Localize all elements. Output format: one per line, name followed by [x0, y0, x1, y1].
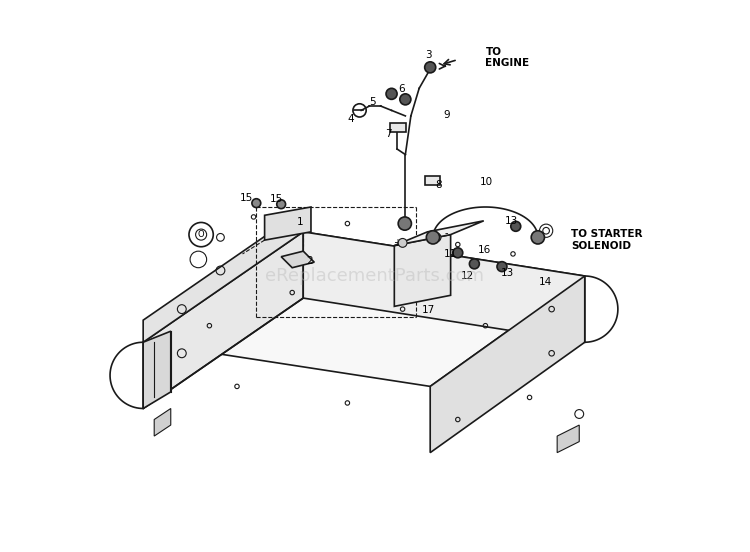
Polygon shape	[143, 232, 303, 408]
Circle shape	[432, 233, 441, 242]
Circle shape	[426, 231, 439, 244]
Text: +: +	[393, 238, 401, 248]
Circle shape	[511, 221, 520, 231]
Text: 12: 12	[461, 271, 474, 281]
Circle shape	[531, 231, 544, 244]
Text: O: O	[198, 230, 205, 239]
Text: 10: 10	[480, 177, 493, 187]
Text: 5: 5	[370, 97, 376, 107]
Polygon shape	[394, 221, 484, 246]
Polygon shape	[430, 276, 585, 453]
Polygon shape	[143, 210, 303, 342]
Text: 8: 8	[436, 180, 442, 190]
Circle shape	[386, 88, 397, 99]
Circle shape	[277, 200, 286, 209]
Circle shape	[497, 262, 507, 272]
Text: 15: 15	[240, 193, 254, 203]
Polygon shape	[143, 331, 171, 408]
Polygon shape	[394, 235, 451, 306]
Text: 6: 6	[398, 84, 405, 94]
Text: 2: 2	[307, 256, 314, 266]
Text: 17: 17	[422, 305, 435, 315]
Text: 3: 3	[425, 50, 432, 60]
Text: 15: 15	[270, 194, 284, 204]
Text: 13: 13	[506, 216, 518, 226]
Polygon shape	[154, 408, 171, 436]
Circle shape	[398, 238, 407, 247]
Text: 14: 14	[538, 277, 552, 286]
Text: 7: 7	[386, 129, 392, 139]
Text: 1: 1	[297, 217, 304, 227]
Polygon shape	[303, 232, 585, 342]
Text: 13: 13	[501, 268, 514, 278]
Circle shape	[398, 217, 412, 230]
Polygon shape	[265, 207, 311, 240]
Polygon shape	[557, 425, 579, 453]
Bar	[390, 123, 406, 132]
Bar	[424, 176, 440, 185]
Text: 11: 11	[443, 249, 457, 259]
Polygon shape	[143, 232, 585, 386]
Circle shape	[252, 199, 261, 208]
Circle shape	[453, 248, 463, 258]
Text: TO STARTER
SOLENOID: TO STARTER SOLENOID	[571, 229, 643, 251]
Circle shape	[400, 94, 411, 105]
Text: eReplacementParts.com: eReplacementParts.com	[266, 267, 484, 285]
Circle shape	[424, 62, 436, 73]
Text: TO
ENGINE: TO ENGINE	[485, 46, 530, 68]
Text: 4: 4	[347, 114, 354, 124]
Polygon shape	[281, 251, 314, 268]
Text: 16: 16	[478, 245, 491, 254]
Text: -: -	[444, 229, 448, 238]
Text: 9: 9	[443, 110, 450, 120]
Circle shape	[470, 259, 479, 269]
